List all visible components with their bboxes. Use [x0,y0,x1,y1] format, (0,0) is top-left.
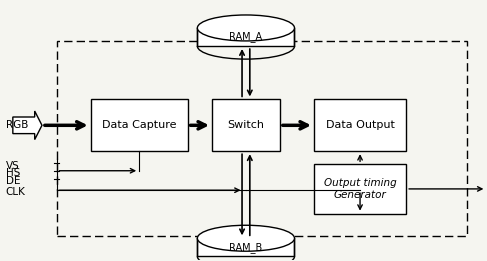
Bar [56,41,467,236]
Bar [91,99,187,151]
Text: HS: HS [5,168,20,178]
Text: Switch: Switch [227,120,264,130]
Bar [314,99,406,151]
Text: RAM_A: RAM_A [229,32,262,43]
Text: Output timing
Generator: Output timing Generator [324,178,396,200]
Text: VS: VS [5,161,19,170]
Text: RAM_B: RAM_B [229,242,262,253]
Text: DE: DE [5,176,20,186]
Bar [197,238,295,256]
Text: CLK: CLK [5,187,25,197]
Text: Data Output: Data Output [326,120,394,130]
Bar [212,99,280,151]
Bar [314,164,406,213]
Bar [197,28,295,46]
Text: Data Capture: Data Capture [102,120,176,130]
Polygon shape [13,111,42,140]
Ellipse shape [197,15,295,41]
Ellipse shape [197,225,295,251]
Text: RGB: RGB [5,120,28,130]
